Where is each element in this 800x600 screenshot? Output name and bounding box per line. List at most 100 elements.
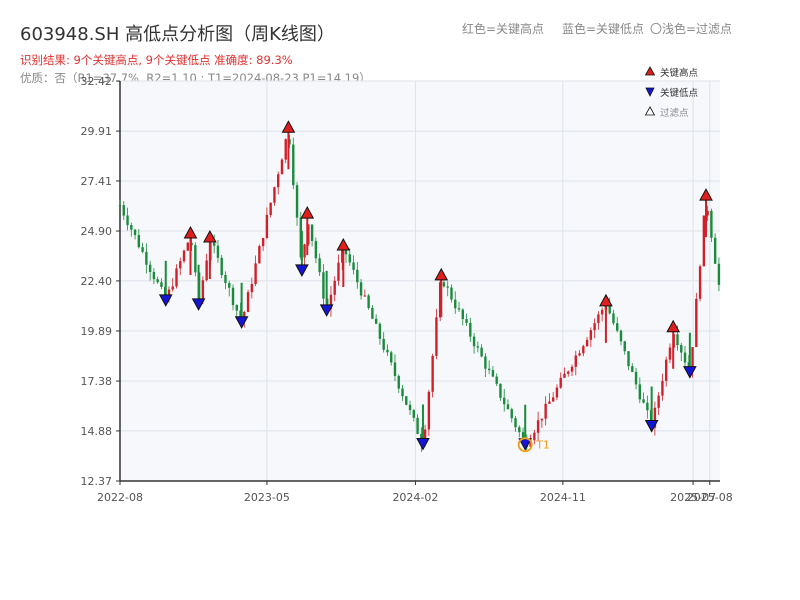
- candle-body: [638, 384, 642, 400]
- x-tick-label: 2024-11: [540, 491, 586, 504]
- candle-body: [623, 341, 626, 352]
- candle-body: [201, 280, 205, 302]
- candle-body: [148, 264, 152, 272]
- candle-body: [258, 246, 261, 264]
- candle-body: [408, 404, 412, 411]
- x-tick-label: 2025-07: [670, 491, 716, 504]
- y-tick-label: 29.91: [81, 125, 113, 138]
- y-tick-label: 32.42: [81, 75, 113, 88]
- candle-body: [472, 336, 476, 347]
- candle-body: [182, 250, 186, 262]
- candle-body: [179, 261, 182, 269]
- candle-body: [555, 387, 559, 398]
- candle-body: [627, 351, 630, 367]
- candle-body: [612, 313, 615, 324]
- candle-body: [307, 224, 310, 245]
- y-tick-label: 22.40: [81, 275, 113, 288]
- candle-body: [310, 224, 314, 241]
- candle-body: [393, 362, 397, 376]
- candles: [118, 134, 721, 452]
- candle-body: [371, 307, 374, 319]
- candle-body: [454, 299, 457, 309]
- candle-body: [544, 403, 547, 419]
- key-high-marker: [434, 267, 449, 281]
- x-tick-label: 2022-08: [97, 491, 143, 504]
- candle-body: [593, 323, 596, 331]
- candle-body: [246, 292, 250, 312]
- legend-label: 关键高点: [660, 67, 699, 79]
- candle-body: [273, 187, 276, 203]
- candle-body: [243, 311, 246, 321]
- candle-body: [212, 242, 216, 246]
- y-tick-label: 19.89: [81, 325, 113, 338]
- candle-body: [280, 159, 284, 175]
- key-low-marker: [319, 304, 334, 317]
- candle-body: [416, 417, 419, 434]
- candle-body: [484, 356, 487, 369]
- candle-body: [133, 229, 137, 236]
- candle-body: [216, 245, 220, 258]
- candle-body: [378, 323, 382, 339]
- key-low-marker: [295, 264, 309, 277]
- candle-body: [141, 247, 144, 252]
- candle-body: [363, 295, 367, 297]
- key-low-marker: [644, 420, 659, 433]
- candle-body: [642, 399, 645, 403]
- candle-body: [314, 240, 318, 259]
- candle-body: [431, 355, 434, 392]
- candle-body: [261, 237, 265, 247]
- candle-body: [231, 287, 235, 305]
- candle-body: [292, 144, 295, 186]
- candle-body: [130, 225, 133, 230]
- candle-body: [567, 371, 570, 374]
- legend-note-light: 〇浅色=过滤点: [650, 22, 733, 36]
- candle-body: [698, 266, 702, 299]
- candle-body: [499, 383, 502, 398]
- candle-body: [382, 338, 385, 350]
- key-high-marker: [203, 229, 217, 243]
- candle-body: [137, 235, 141, 248]
- key-low-marker: [416, 437, 430, 451]
- candle-body: [469, 322, 472, 337]
- candle-body: [521, 432, 525, 439]
- legend-note-blue: 蓝色=关键低点: [562, 22, 645, 36]
- key-high-marker: [666, 319, 681, 333]
- candle-body: [442, 282, 446, 287]
- candle-body: [412, 410, 416, 418]
- candle-body: [653, 407, 657, 428]
- candle-body: [295, 185, 299, 218]
- candle-body: [356, 269, 359, 283]
- candle-body: [536, 420, 540, 433]
- candle-body: [480, 347, 483, 357]
- candle-body: [563, 373, 566, 378]
- candle-body: [661, 380, 664, 396]
- candle-body: [235, 304, 238, 311]
- candle-body: [457, 308, 461, 310]
- candle-body: [691, 347, 694, 371]
- candle-body: [322, 272, 325, 299]
- candle-body: [582, 346, 585, 354]
- candle-body: [695, 298, 698, 348]
- x-tick-label: 2025-08: [687, 491, 733, 504]
- candle-body: [634, 371, 638, 385]
- candle-body: [574, 355, 577, 367]
- candle-body: [506, 404, 510, 410]
- candle-body: [386, 349, 389, 353]
- candle-body: [118, 205, 122, 207]
- candle-body: [367, 295, 370, 308]
- candle-body: [435, 317, 438, 356]
- candle-body: [405, 396, 408, 405]
- candle-body: [491, 370, 495, 377]
- candle-body: [631, 366, 634, 372]
- candle-body: [529, 440, 532, 447]
- candle-body: [514, 418, 517, 428]
- candle-body: [239, 310, 242, 321]
- stats-line: 识别结果: 9个关键高点, 9个关键低点 准确度: 89.3%: [20, 53, 293, 67]
- candle-body: [427, 391, 431, 430]
- candle-body: [533, 432, 536, 441]
- y-tick-label: 17.38: [81, 375, 113, 388]
- candle-body: [348, 254, 351, 263]
- key-low-marker: [158, 294, 173, 307]
- candle-body: [438, 282, 442, 318]
- candle-body: [446, 286, 449, 288]
